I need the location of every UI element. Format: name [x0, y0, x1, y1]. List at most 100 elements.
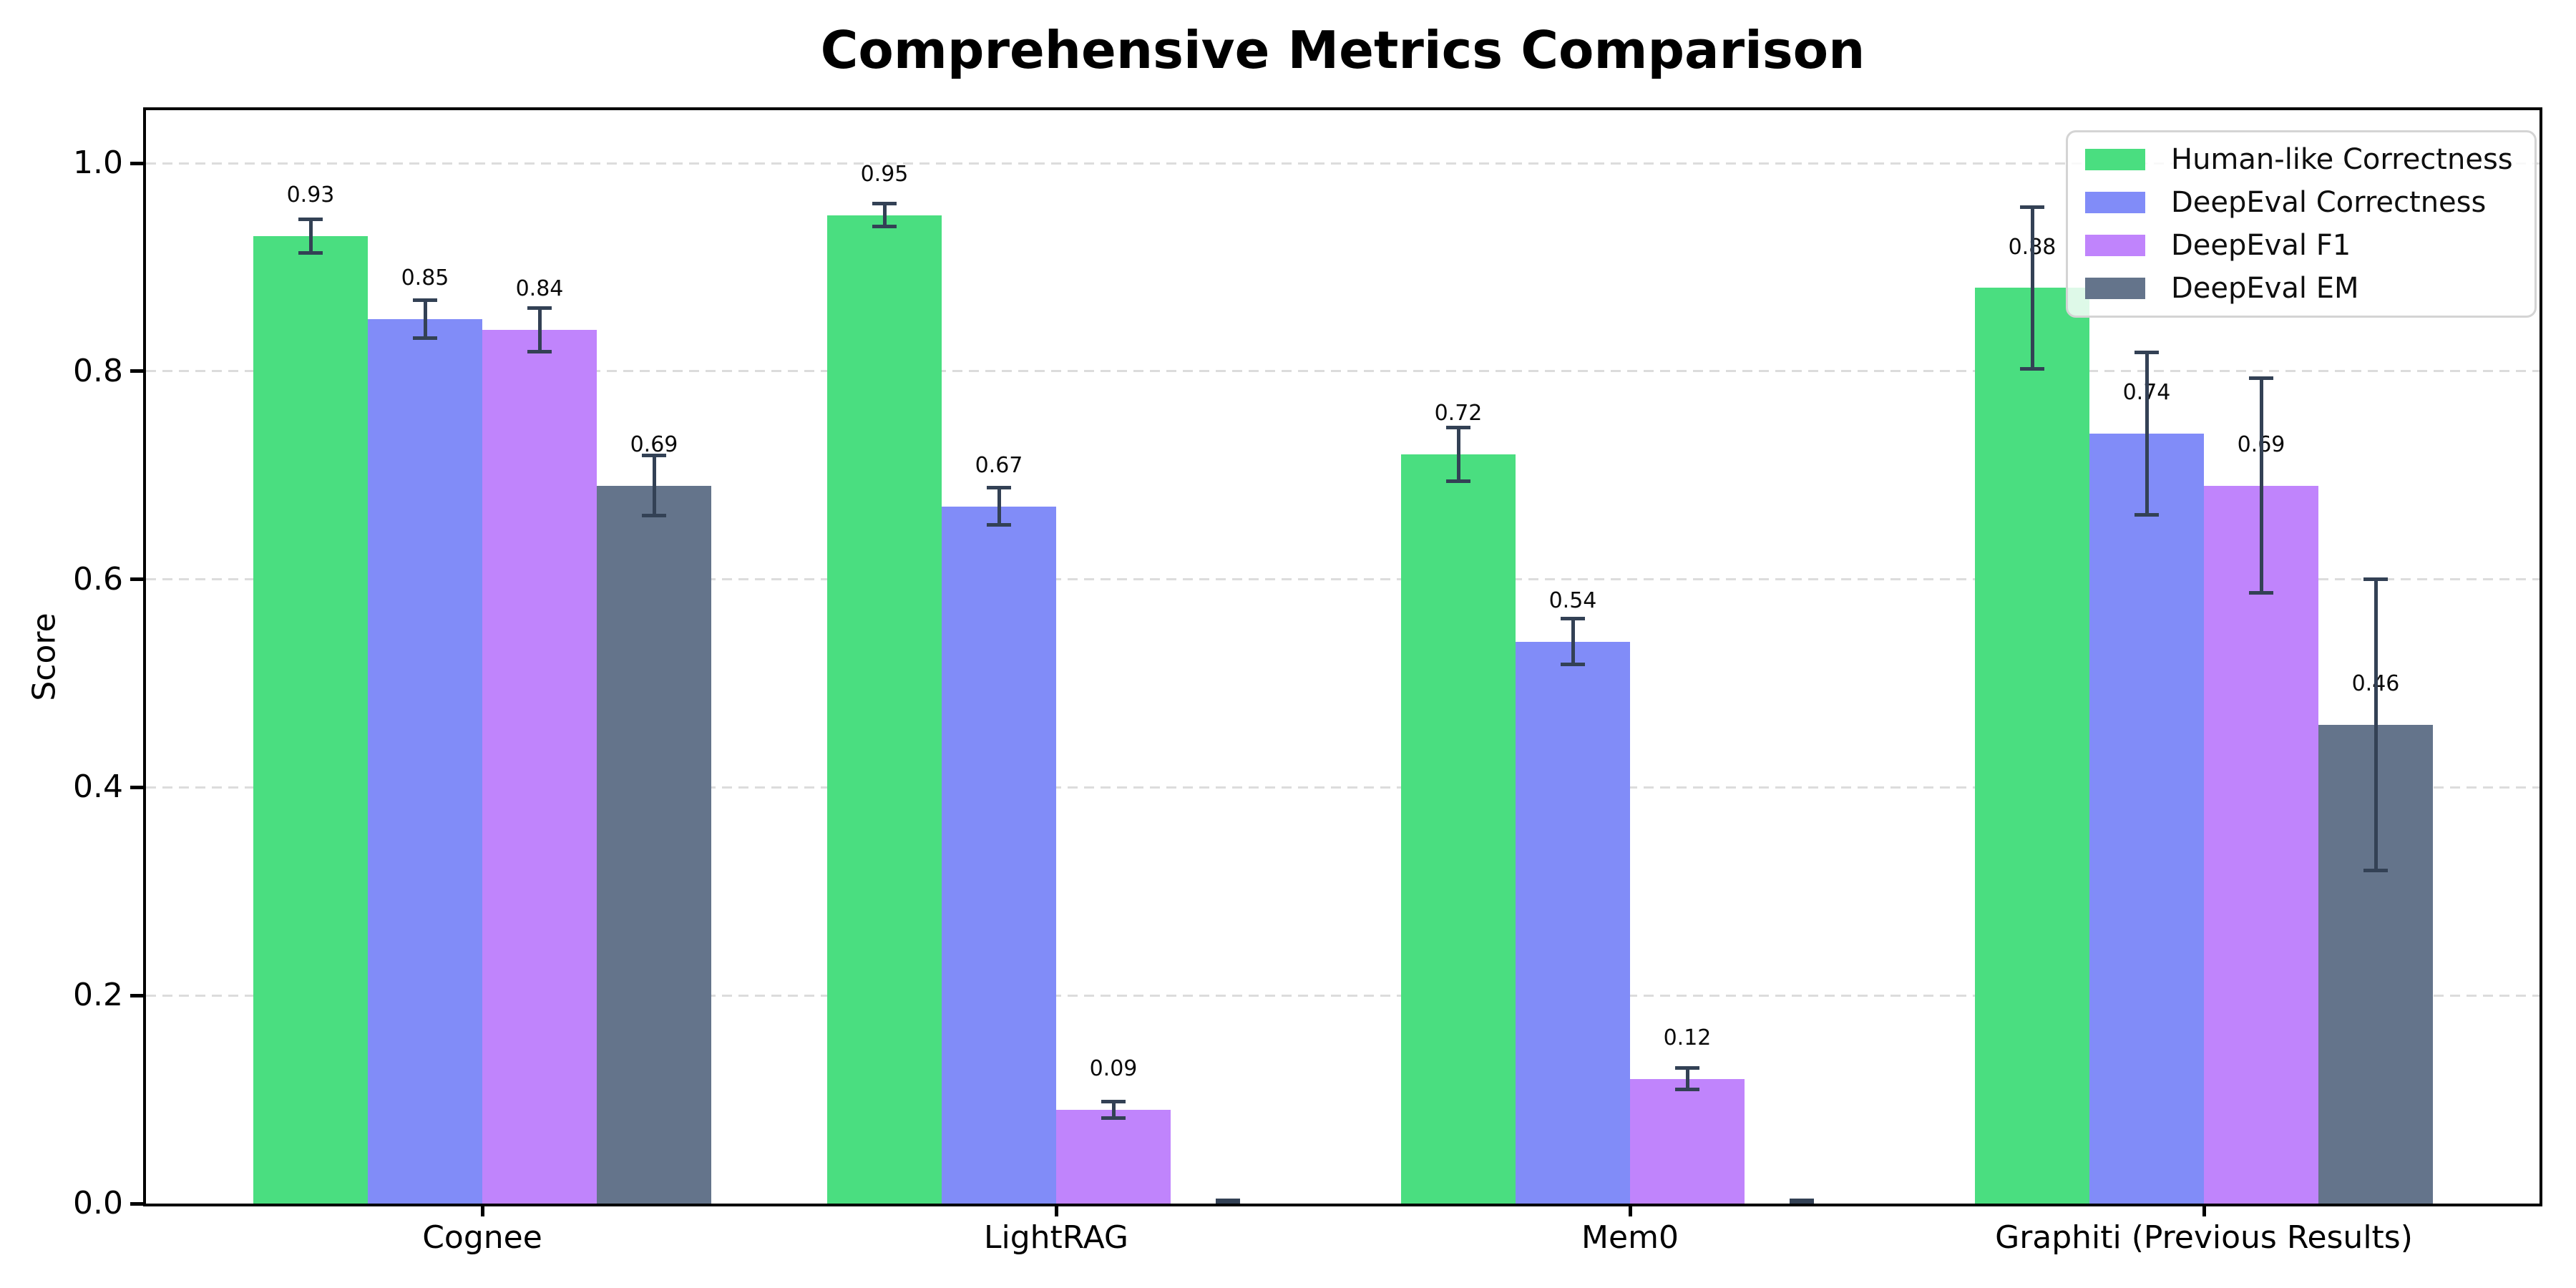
x-tick-label: Mem0 — [1581, 1219, 1679, 1256]
error-bar-line — [537, 308, 542, 352]
error-bar-cap-bottom — [1675, 1087, 1699, 1091]
bar — [1401, 454, 1516, 1204]
y-axis-label: Score — [26, 613, 63, 701]
error-bar-cap-bottom — [1790, 1200, 1814, 1204]
error-bar-cap-top — [527, 306, 552, 310]
bar-value-label: 0.09 — [1089, 1056, 1138, 1082]
legend-item: DeepEval Correctness — [2085, 186, 2517, 219]
y-tick-label: 1.0 — [73, 145, 123, 181]
bar-value-label: 0.72 — [1434, 401, 1483, 426]
gridline — [146, 786, 2540, 789]
error-bar-cap-bottom — [2135, 512, 2159, 517]
error-bar-line — [308, 219, 313, 253]
x-tick-label: Graphiti (Previous Results) — [1995, 1219, 2413, 1256]
error-bar-cap-bottom — [2363, 869, 2388, 873]
gridline — [146, 578, 2540, 581]
legend-label: DeepEval EM — [2171, 272, 2359, 305]
error-bar-line — [1111, 1101, 1116, 1118]
error-bar-line — [652, 455, 656, 516]
gridline — [146, 162, 2540, 165]
error-bar-line — [2259, 378, 2263, 593]
error-bar-cap-bottom — [1101, 1116, 1126, 1121]
error-bar-cap-bottom — [413, 336, 437, 340]
chart-title: Comprehensive Metrics Comparison — [820, 20, 1865, 80]
error-bar-cap-bottom — [872, 225, 897, 229]
error-bar-cap-top — [2020, 205, 2044, 209]
x-tick — [1628, 1206, 1632, 1216]
legend-swatch — [2085, 235, 2145, 256]
error-bar-line — [882, 203, 887, 227]
bar-value-label: 0.54 — [1548, 588, 1597, 614]
error-bar-cap-top — [1561, 617, 1585, 621]
error-bar-cap-top — [987, 486, 1011, 490]
bar-value-label: 0.93 — [286, 182, 335, 208]
error-bar-cap-top — [2135, 351, 2159, 355]
y-tick-label: 0.0 — [73, 1185, 123, 1221]
bar — [827, 215, 942, 1204]
error-bar-cap-top — [2363, 577, 2388, 582]
legend-item: Human-like Correctness — [2085, 143, 2517, 176]
bar — [1975, 288, 2089, 1204]
y-tick-label: 0.6 — [73, 560, 123, 597]
bar-value-label: 0.12 — [1663, 1025, 1712, 1050]
legend-label: DeepEval F1 — [2171, 229, 2351, 262]
x-tick-label: LightRAG — [983, 1219, 1129, 1256]
bar — [2089, 434, 2204, 1204]
error-bar-cap-top — [642, 454, 666, 458]
error-bar-cap-top — [872, 202, 897, 206]
error-bar-line — [997, 487, 1001, 525]
error-bar-cap-bottom — [527, 349, 552, 353]
error-bar-cap-top — [1101, 1100, 1126, 1103]
bar — [1056, 1110, 1171, 1204]
bar — [2204, 486, 2318, 1204]
bar-value-label: 0.67 — [975, 453, 1023, 479]
y-tick — [130, 1201, 143, 1206]
y-tick — [130, 369, 143, 374]
bar — [368, 319, 482, 1204]
error-bar-cap-top — [1675, 1066, 1699, 1070]
error-bar-cap-bottom — [987, 523, 1011, 527]
error-bar-cap-bottom — [2249, 591, 2273, 595]
bar-value-label: 0.85 — [401, 265, 449, 291]
legend: Human-like Correctness DeepEval Correctne… — [2066, 130, 2537, 318]
legend-swatch — [2085, 278, 2145, 299]
x-tick — [1054, 1206, 1058, 1216]
error-bar-line — [2373, 579, 2378, 871]
legend-swatch — [2085, 192, 2145, 213]
x-tick — [2202, 1206, 2206, 1216]
legend-label: DeepEval Correctness — [2171, 186, 2487, 219]
y-tick-label: 0.4 — [73, 769, 123, 806]
bar — [1516, 642, 1630, 1204]
y-tick-label: 0.2 — [73, 977, 123, 1014]
legend-label: Human-like Correctness — [2171, 143, 2513, 176]
error-bar-line — [1571, 618, 1575, 665]
bar — [1630, 1079, 1745, 1204]
bar-value-label: 0.84 — [515, 275, 564, 301]
y-tick — [130, 785, 143, 789]
error-bar-cap-bottom — [1216, 1200, 1240, 1204]
error-bar-line — [2030, 207, 2034, 369]
error-bar-line — [1456, 427, 1460, 482]
error-bar-line — [1685, 1068, 1689, 1090]
bar — [482, 330, 597, 1204]
y-tick — [130, 993, 143, 997]
y-tick-label: 0.8 — [73, 352, 123, 389]
legend-swatch — [2085, 149, 2145, 170]
error-bar-line — [423, 300, 427, 338]
bar-value-label: 0.69 — [630, 431, 678, 457]
y-tick — [130, 161, 143, 165]
bar — [597, 486, 711, 1204]
bar — [253, 236, 368, 1204]
legend-item: DeepEval EM — [2085, 272, 2517, 305]
error-bar-cap-top — [298, 218, 323, 222]
gridline — [146, 994, 2540, 997]
error-bar-cap-top — [413, 298, 437, 303]
legend-item: DeepEval F1 — [2085, 229, 2517, 262]
x-tick-label: Cognee — [422, 1219, 542, 1256]
x-tick — [480, 1206, 484, 1216]
error-bar-cap-bottom — [298, 250, 323, 255]
error-bar-cap-bottom — [2020, 367, 2044, 371]
error-bar-cap-bottom — [1561, 663, 1585, 667]
gridline — [146, 370, 2540, 373]
